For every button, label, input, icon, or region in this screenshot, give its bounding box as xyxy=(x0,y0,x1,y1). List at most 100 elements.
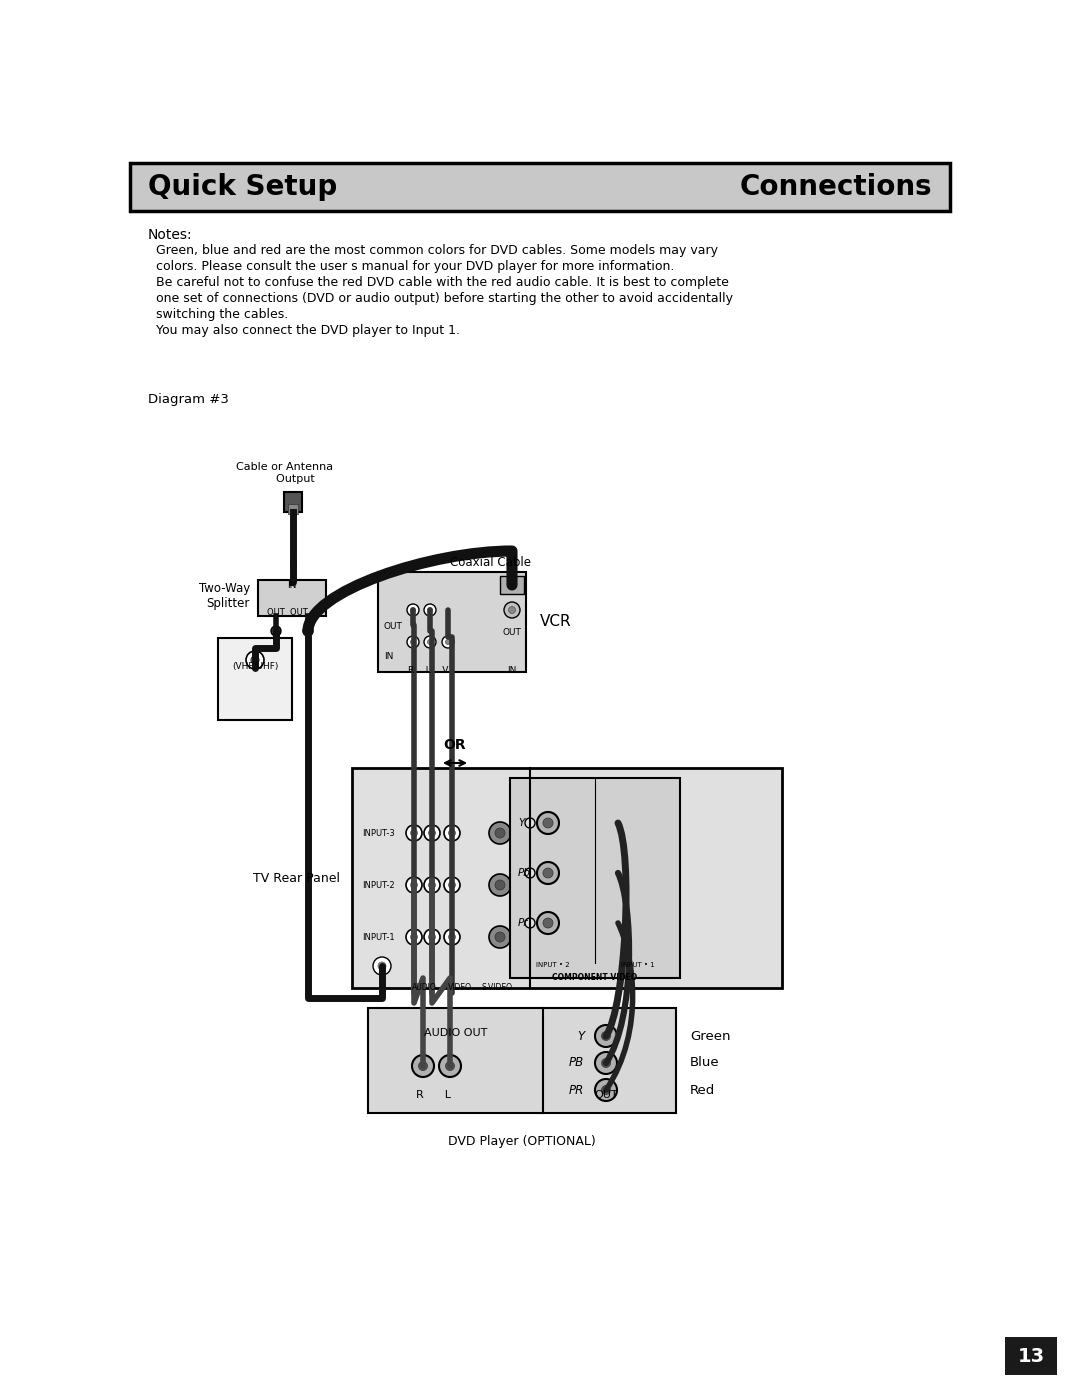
Text: IN: IN xyxy=(384,652,393,661)
Circle shape xyxy=(595,1025,617,1046)
Circle shape xyxy=(525,868,535,877)
Text: Pr: Pr xyxy=(518,918,528,928)
Text: Two-Way
Splitter: Two-Way Splitter xyxy=(199,583,249,610)
Circle shape xyxy=(446,1062,455,1070)
Text: Coaxial Cable: Coaxial Cable xyxy=(449,556,530,569)
Text: OR: OR xyxy=(444,738,467,752)
Text: DVD Player (OPTIONAL): DVD Player (OPTIONAL) xyxy=(448,1134,596,1148)
Bar xyxy=(1005,1337,1057,1375)
Text: INPUT-1: INPUT-1 xyxy=(362,933,394,942)
Circle shape xyxy=(378,963,386,970)
Circle shape xyxy=(424,604,436,616)
Text: TV Rear Panel: TV Rear Panel xyxy=(253,872,340,884)
Circle shape xyxy=(543,819,553,828)
Circle shape xyxy=(251,657,259,664)
Circle shape xyxy=(428,608,432,612)
Text: R    L    V: R L V xyxy=(408,666,448,675)
Text: COMPONENT VIDEO: COMPONENT VIDEO xyxy=(552,972,637,982)
Bar xyxy=(284,492,302,511)
Text: Cable or Antenna
      Output: Cable or Antenna Output xyxy=(237,462,334,483)
Text: Green, blue and red are the most common colors for DVD cables. Some models may v: Green, blue and red are the most common … xyxy=(148,244,718,257)
Circle shape xyxy=(543,868,553,877)
Text: Pb: Pb xyxy=(518,868,531,877)
Text: Blue: Blue xyxy=(690,1056,719,1070)
Circle shape xyxy=(537,812,559,834)
Bar xyxy=(368,1009,676,1113)
Text: 13: 13 xyxy=(1017,1347,1044,1365)
Circle shape xyxy=(446,640,450,644)
Text: INPUT • 1: INPUT • 1 xyxy=(621,963,654,968)
Text: PB: PB xyxy=(569,1056,584,1070)
Text: Quick Setup: Quick Setup xyxy=(148,173,337,201)
Circle shape xyxy=(410,933,418,940)
Circle shape xyxy=(448,882,456,888)
Text: switching the cables.: switching the cables. xyxy=(148,307,288,321)
Circle shape xyxy=(407,636,419,648)
Circle shape xyxy=(411,1055,434,1077)
Bar xyxy=(258,580,326,616)
Circle shape xyxy=(525,918,535,928)
Circle shape xyxy=(442,636,454,648)
Circle shape xyxy=(444,877,460,893)
Circle shape xyxy=(509,606,515,613)
Text: OUT  OUT: OUT OUT xyxy=(267,608,308,617)
Text: You may also connect the DVD player to Input 1.: You may also connect the DVD player to I… xyxy=(148,324,460,337)
Bar xyxy=(510,778,680,978)
Circle shape xyxy=(406,877,422,893)
Circle shape xyxy=(489,875,511,895)
Text: VIDEO: VIDEO xyxy=(448,983,472,992)
Bar xyxy=(218,638,292,719)
Bar xyxy=(130,163,950,211)
Text: Diagram #3: Diagram #3 xyxy=(148,393,229,407)
Circle shape xyxy=(602,1031,610,1041)
Circle shape xyxy=(525,819,535,828)
Circle shape xyxy=(504,602,519,617)
Circle shape xyxy=(602,1059,610,1067)
Text: one set of connections (DVD or audio output) before starting the other to avoid : one set of connections (DVD or audio out… xyxy=(148,292,733,305)
Text: Notes:: Notes: xyxy=(148,228,192,242)
Circle shape xyxy=(448,933,456,940)
Circle shape xyxy=(543,918,553,928)
Circle shape xyxy=(438,1055,461,1077)
Circle shape xyxy=(246,651,264,669)
Circle shape xyxy=(303,626,313,636)
Bar xyxy=(288,504,298,514)
Text: AUDIO OUT: AUDIO OUT xyxy=(424,1028,488,1038)
Text: IN: IN xyxy=(508,666,516,675)
Circle shape xyxy=(424,826,440,841)
Text: (VHF/UHF): (VHF/UHF) xyxy=(232,662,279,671)
Text: R      L: R L xyxy=(416,1090,450,1099)
Circle shape xyxy=(407,604,419,616)
Text: IN: IN xyxy=(287,581,297,590)
Circle shape xyxy=(495,880,505,890)
Circle shape xyxy=(419,1062,428,1070)
Text: OUT: OUT xyxy=(502,629,522,637)
Text: INPUT-2: INPUT-2 xyxy=(362,880,394,890)
Text: VCR: VCR xyxy=(540,615,571,630)
Text: Red: Red xyxy=(690,1084,715,1097)
Text: AUDIO: AUDIO xyxy=(411,983,436,992)
Circle shape xyxy=(444,929,460,944)
Text: Y: Y xyxy=(577,1030,584,1042)
Circle shape xyxy=(429,830,435,837)
Bar xyxy=(378,571,526,672)
Circle shape xyxy=(410,608,416,612)
Circle shape xyxy=(410,882,418,888)
Text: Connections: Connections xyxy=(740,173,932,201)
Circle shape xyxy=(448,830,456,837)
Circle shape xyxy=(410,640,416,644)
Text: INPUT • 2: INPUT • 2 xyxy=(536,963,569,968)
Circle shape xyxy=(595,1078,617,1101)
Text: Be careful not to confuse the red DVD cable with the red audio cable. It is best: Be careful not to confuse the red DVD ca… xyxy=(148,277,729,289)
Text: Green: Green xyxy=(690,1030,730,1042)
Text: OUT: OUT xyxy=(594,1090,618,1099)
Circle shape xyxy=(537,912,559,935)
Circle shape xyxy=(602,1085,610,1094)
Circle shape xyxy=(489,821,511,844)
Text: PR: PR xyxy=(569,1084,584,1097)
Circle shape xyxy=(410,830,418,837)
Circle shape xyxy=(444,826,460,841)
Circle shape xyxy=(495,932,505,942)
Circle shape xyxy=(424,636,436,648)
Circle shape xyxy=(429,882,435,888)
